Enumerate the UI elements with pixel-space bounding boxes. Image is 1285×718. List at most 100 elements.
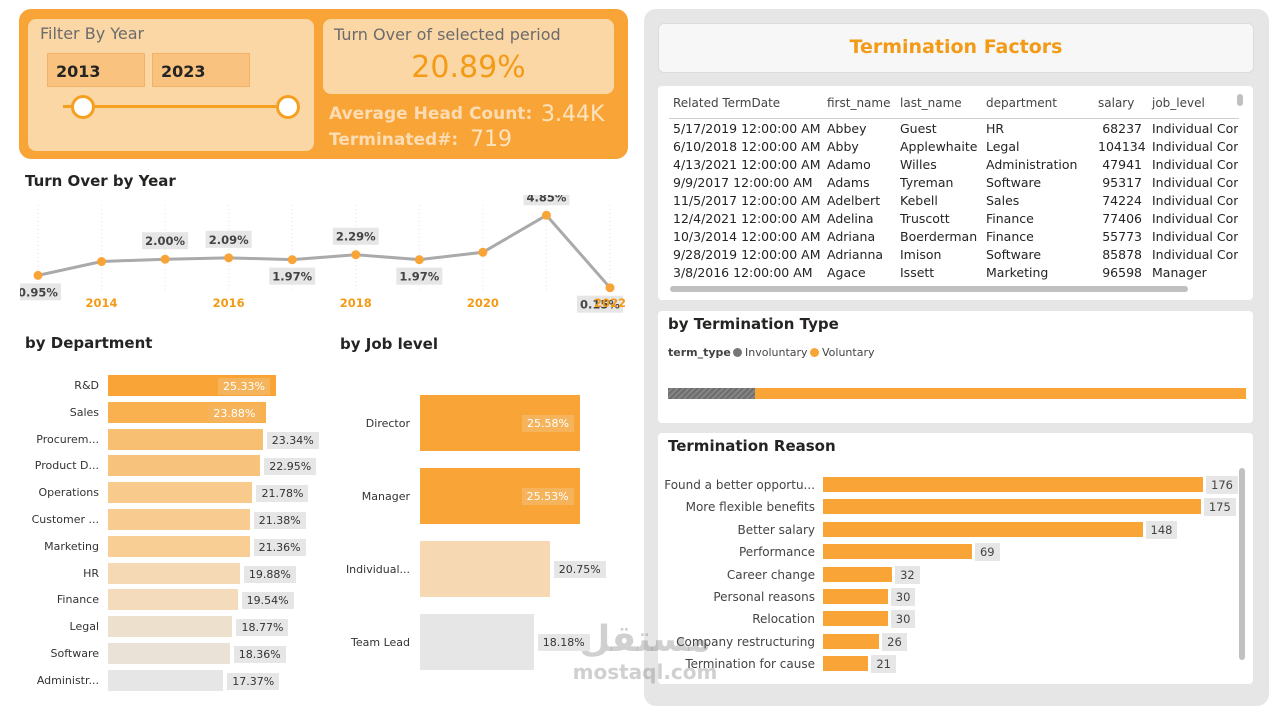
year-slider-track[interactable] — [63, 105, 288, 108]
table-column-header[interactable]: job_level — [1152, 96, 1205, 110]
table-cell[interactable]: Individual Con — [1152, 139, 1238, 154]
department-bar[interactable] — [108, 562, 240, 584]
table-cell[interactable]: Adelina — [827, 211, 874, 226]
table-cell[interactable]: Boerderman — [900, 229, 978, 244]
turnover-point[interactable] — [605, 283, 615, 293]
year-slider-start-handle[interactable] — [71, 95, 95, 119]
table-cell[interactable]: Finance — [986, 211, 1034, 226]
table-cell[interactable]: Adelbert — [827, 193, 881, 208]
table-cell[interactable]: Manager — [1152, 265, 1207, 280]
table-cell[interactable]: 55773 — [1102, 229, 1142, 244]
table-cell[interactable]: 9/9/2017 12:00:00 AM — [673, 175, 813, 190]
table-cell[interactable]: Abbey — [827, 121, 867, 136]
table-cell[interactable]: Issett — [900, 265, 935, 280]
table-cell[interactable]: 3/8/2016 12:00:00 AM — [673, 265, 813, 280]
table-cell[interactable]: 9/28/2019 12:00:00 AM — [673, 247, 821, 262]
table-cell[interactable]: Adamo — [827, 157, 871, 172]
table-cell[interactable]: Finance — [986, 229, 1034, 244]
reason-bar[interactable] — [823, 656, 869, 672]
table-cell[interactable]: Individual Con — [1152, 157, 1238, 172]
job-level-bar[interactable] — [420, 614, 534, 670]
table-cell[interactable]: 104134 — [1098, 139, 1146, 154]
table-vertical-scrollbar[interactable] — [1237, 94, 1243, 106]
turnover-point[interactable] — [351, 250, 361, 260]
table-cell[interactable]: Imison — [900, 247, 942, 262]
table-cell[interactable]: Truscott — [900, 211, 950, 226]
legend-involuntary[interactable]: Involuntary — [745, 346, 808, 359]
department-bar[interactable] — [108, 589, 238, 611]
reason-bar[interactable] — [823, 521, 1143, 537]
turnover-point[interactable] — [478, 247, 488, 257]
turnover-point[interactable] — [97, 257, 107, 267]
table-cell[interactable]: 96598 — [1102, 265, 1142, 280]
table-column-header[interactable]: last_name — [900, 96, 962, 110]
table-cell[interactable]: Abby — [827, 139, 859, 154]
table-cell[interactable]: Individual Con — [1152, 175, 1238, 190]
table-cell[interactable]: 74224 — [1102, 193, 1142, 208]
department-bar[interactable] — [108, 455, 261, 477]
voluntary-bar-segment[interactable] — [754, 388, 1246, 399]
turnover-point[interactable] — [160, 254, 170, 264]
department-bar[interactable] — [108, 535, 250, 557]
table-column-header[interactable]: Related TermDate — [673, 96, 781, 110]
reason-bar[interactable] — [823, 633, 880, 649]
reason-vertical-scrollbar[interactable] — [1239, 468, 1245, 660]
table-cell[interactable]: Adrianna — [827, 247, 884, 262]
table-cell[interactable]: Individual Con — [1152, 193, 1238, 208]
job-level-bar[interactable] — [420, 541, 550, 597]
table-cell[interactable]: Adams — [827, 175, 870, 190]
table-cell[interactable]: Adriana — [827, 229, 876, 244]
table-column-header[interactable]: first_name — [827, 96, 891, 110]
table-cell[interactable]: 4/13/2021 12:00:00 AM — [673, 157, 821, 172]
table-cell[interactable]: 6/10/2018 12:00:00 AM — [673, 139, 821, 154]
reason-bar[interactable] — [823, 611, 888, 627]
reason-bar[interactable] — [823, 589, 888, 604]
turnover-point[interactable] — [287, 255, 297, 265]
table-cell[interactable]: 10/3/2014 12:00:00 AM — [673, 229, 821, 244]
year-from-input[interactable]: 2013 — [47, 53, 145, 87]
table-cell[interactable]: Kebell — [900, 193, 938, 208]
turnover-point[interactable] — [224, 253, 234, 263]
table-horizontal-scrollbar[interactable] — [670, 286, 1188, 292]
department-bar[interactable] — [108, 428, 263, 450]
table-cell[interactable]: 12/4/2021 12:00:00 AM — [673, 211, 821, 226]
department-bar[interactable] — [108, 643, 230, 664]
table-cell[interactable]: Legal — [986, 139, 1020, 154]
turnover-point[interactable] — [414, 255, 424, 265]
table-cell[interactable]: Marketing — [986, 265, 1049, 280]
turnover-point[interactable] — [33, 270, 43, 280]
table-cell[interactable]: Software — [986, 175, 1042, 190]
year-to-input[interactable]: 2023 — [152, 53, 250, 87]
table-column-header[interactable]: department — [986, 96, 1057, 110]
table-cell[interactable]: Software — [986, 247, 1042, 262]
table-cell[interactable]: 47941 — [1102, 157, 1142, 172]
reason-bar[interactable] — [823, 477, 1203, 492]
table-cell[interactable]: Sales — [986, 193, 1020, 208]
table-cell[interactable]: 85878 — [1102, 247, 1142, 262]
table-cell[interactable]: 95317 — [1102, 175, 1142, 190]
reason-bar[interactable] — [823, 499, 1201, 515]
table-cell[interactable]: Individual Con — [1152, 211, 1238, 226]
table-cell[interactable]: 5/17/2019 12:00:00 AM — [673, 121, 821, 136]
year-slider-end-handle[interactable] — [276, 95, 300, 119]
legend-voluntary[interactable]: Voluntary — [822, 346, 875, 359]
department-bar[interactable] — [108, 509, 250, 530]
table-cell[interactable]: Individual Con — [1152, 229, 1238, 244]
table-cell[interactable]: Guest — [900, 121, 937, 136]
involuntary-bar-segment[interactable] — [668, 388, 755, 399]
table-cell[interactable]: Applewhaite — [900, 139, 978, 154]
reason-bar[interactable] — [823, 544, 972, 560]
table-cell[interactable]: 68237 — [1102, 121, 1142, 136]
table-cell[interactable]: Individual Con — [1152, 247, 1238, 262]
table-cell[interactable]: 11/5/2017 12:00:00 AM — [673, 193, 821, 208]
table-cell[interactable]: 77406 — [1102, 211, 1142, 226]
department-bar[interactable] — [108, 482, 253, 504]
table-column-header[interactable]: salary — [1098, 96, 1135, 110]
table-cell[interactable]: HR — [986, 121, 1005, 136]
table-cell[interactable]: Tyreman — [900, 175, 954, 190]
table-cell[interactable]: Administration — [986, 157, 1078, 172]
department-bar[interactable] — [108, 669, 224, 691]
table-cell[interactable]: Individual Con — [1152, 121, 1238, 136]
department-bar[interactable] — [108, 616, 233, 638]
turnover-point[interactable] — [541, 210, 551, 220]
